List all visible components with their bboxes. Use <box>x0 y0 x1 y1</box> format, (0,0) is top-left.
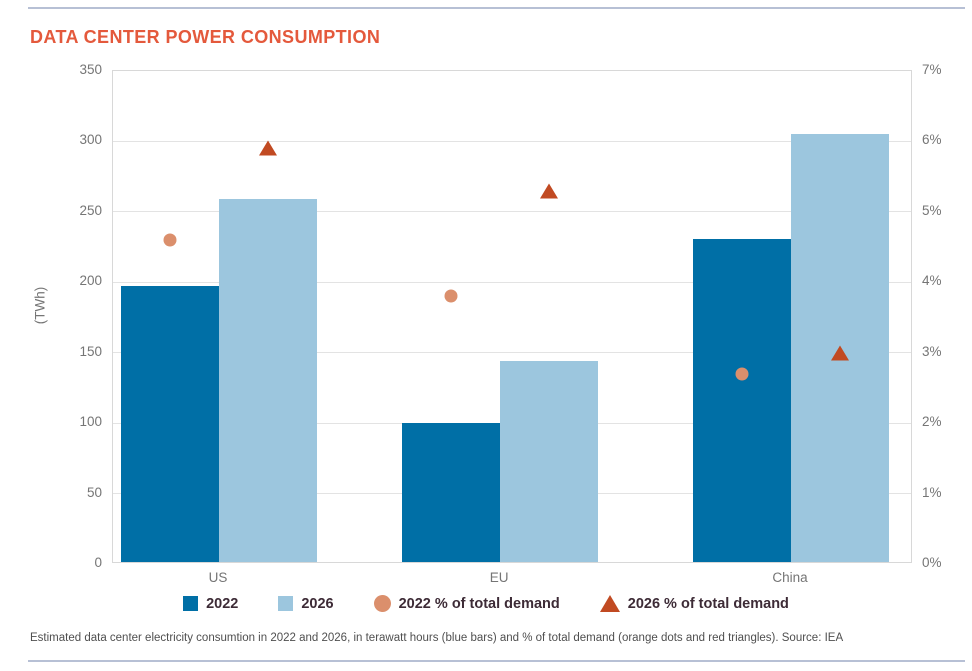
legend-triangle-icon <box>599 595 620 612</box>
legend-circle-icon <box>373 595 391 612</box>
legend-item-2022: 2022 <box>183 596 238 612</box>
x-label-eu: EU <box>489 570 509 585</box>
gridline-300 <box>113 140 911 142</box>
y-axis-tick-right-0: 0% <box>922 555 942 570</box>
marker-dot-china <box>735 367 749 381</box>
legend-label: 2022 % of total demand <box>398 595 560 612</box>
bar-2022-china <box>693 239 791 562</box>
y-axis-tick-right-1: 1% <box>922 484 942 500</box>
bar-2022-eu <box>402 422 501 562</box>
x-label-china: China <box>772 570 808 585</box>
x-label-us: US <box>208 570 228 585</box>
bar-2026-eu <box>500 360 599 562</box>
chart-caption: Estimated data center electricity consum… <box>30 632 844 644</box>
marker-triangle-eu <box>540 183 559 199</box>
legend-square-icon <box>183 596 199 611</box>
y-axis-tick-left-50: 50 <box>86 484 102 500</box>
gridline-200 <box>113 281 911 283</box>
legend-item-2026: 2026 <box>278 595 334 612</box>
marker-triangle-china <box>831 345 849 361</box>
marker-dot-us <box>163 233 177 247</box>
gridline-250 <box>113 211 911 213</box>
chart-title: DATA CENTER POWER CONSUMPTION <box>30 27 381 47</box>
bar-2026-us <box>219 198 317 562</box>
gridline-150 <box>113 352 911 354</box>
marker-triangle-us <box>259 140 277 156</box>
legend-item-2022-of-total-demand: 2022 % of total demand <box>373 595 560 612</box>
y-axis-tick-right-2: 2% <box>922 414 942 430</box>
y-axis-tick-left-200: 200 <box>79 273 102 289</box>
legend-label: 2026 % of total demand <box>627 595 789 612</box>
bottom-divider-line <box>28 660 965 662</box>
legend-item-2026-of-total-demand: 2026 % of total demand <box>599 595 789 612</box>
y-axis-tick-right-5: 5% <box>922 202 942 218</box>
top-divider-line <box>28 7 965 9</box>
y-axis-tick-right-4: 4% <box>922 273 942 289</box>
bar-2022-us <box>121 285 219 562</box>
legend-label: 2026 <box>301 595 334 612</box>
y-axis-tick-left-150: 150 <box>79 343 102 359</box>
y-axis-tick-left-0: 0 <box>94 555 102 570</box>
legend-label: 2022 <box>206 595 239 612</box>
y-axis-tick-left-300: 300 <box>79 132 102 148</box>
y-axis-tick-left-250: 250 <box>79 202 102 218</box>
y-axis-tick-right-6: 6% <box>922 132 942 148</box>
chart-legend: 2022 2026 2022 % of total demand 2026 % of … <box>0 595 972 612</box>
y-axis-tick-left-100: 100 <box>79 414 102 430</box>
y-axis-tick-left-350: 350 <box>79 62 102 77</box>
plot-area <box>112 70 912 563</box>
legend-square-icon <box>278 596 294 611</box>
y-axis-tick-right-7: 7% <box>922 62 942 77</box>
y-axis-tick-right-3: 3% <box>922 343 942 359</box>
marker-dot-eu <box>444 289 458 303</box>
